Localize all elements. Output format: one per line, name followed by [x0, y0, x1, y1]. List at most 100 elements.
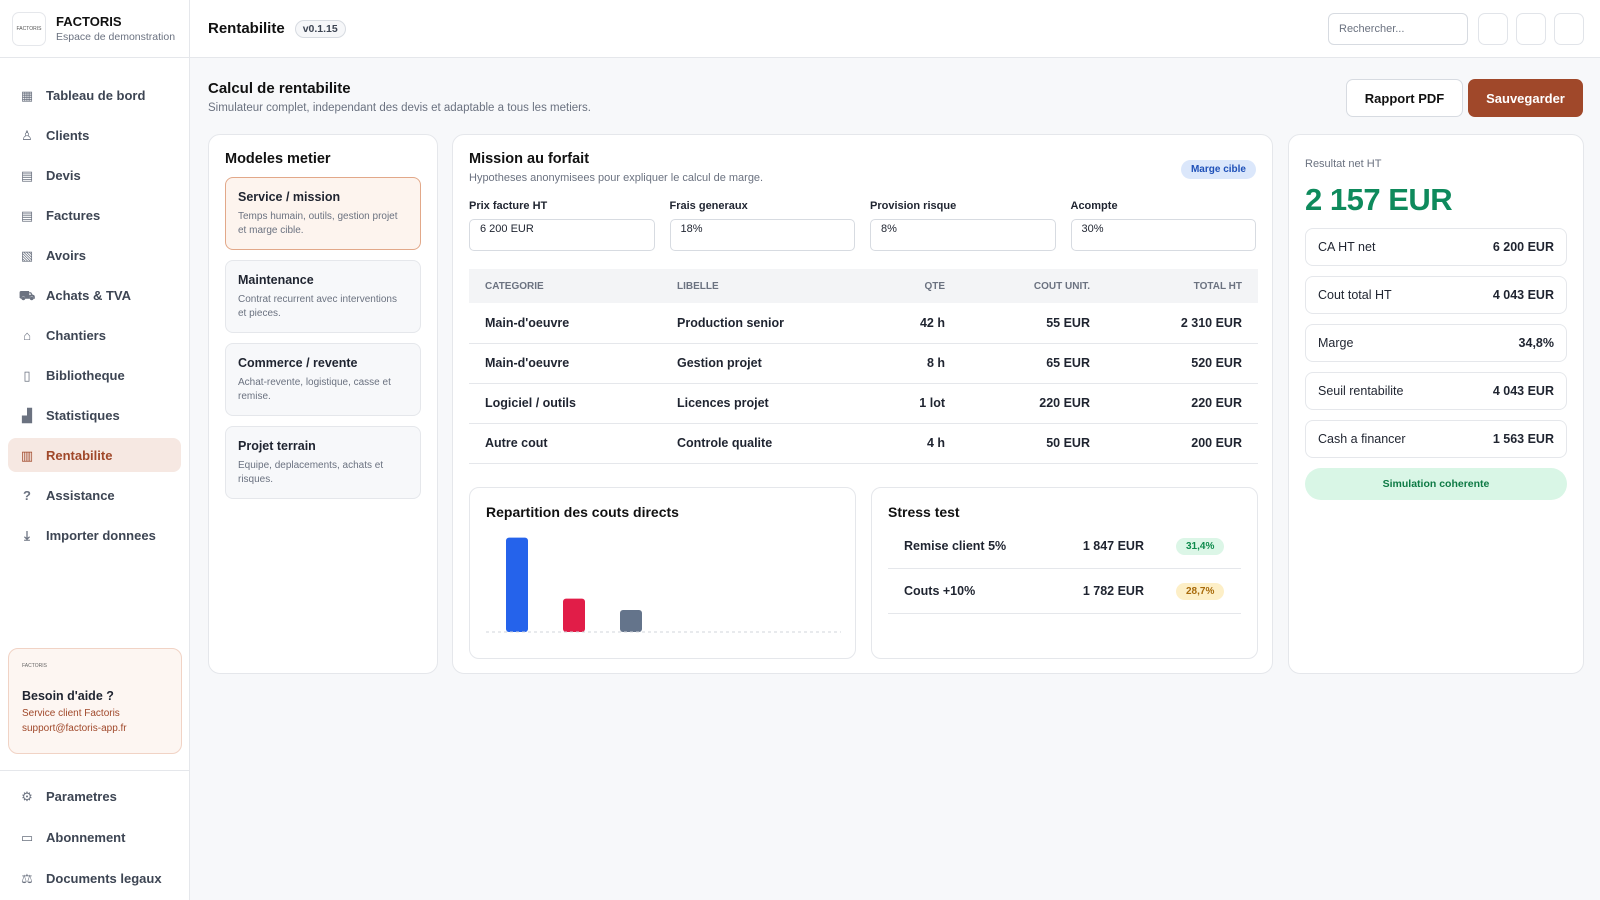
sidebar-item-label: Statistiques	[46, 407, 120, 423]
table-row[interactable]: Logiciel / outils Licences projet 1 lot …	[469, 383, 1258, 424]
cell-libelle: Controle qualite	[661, 423, 861, 464]
sidebar-item-abonnement[interactable]: ▭ Abonnement	[8, 820, 182, 854]
page-name: Rentabilite	[208, 20, 285, 37]
stress-title: Stress test	[888, 504, 960, 520]
field-provision-risque: Provision risque 8%	[870, 200, 1056, 251]
sidebar-item-documents-legaux[interactable]: ⚖ Documents legaux	[8, 861, 182, 895]
cell-categorie: Main-d'oeuvre	[469, 343, 661, 384]
cell-libelle: Licences projet	[661, 383, 861, 424]
model-service-mission[interactable]: Service / mission Temps humain, outils, …	[225, 177, 421, 250]
simulation-status-badge: Simulation coherente	[1305, 468, 1567, 500]
sidebar-item-label: Assistance	[46, 487, 115, 503]
sidebar-item-assistance[interactable]: ? Assistance	[8, 478, 181, 512]
mission-subtitle: Hypotheses anonymisees pour expliquer le…	[469, 172, 764, 184]
cell-total-ht: 2 310 EUR	[1106, 303, 1258, 344]
kpi-cout-total: Cout total HT 4 043 EUR	[1305, 276, 1567, 314]
field-frais-generaux: Frais generaux 18%	[669, 200, 855, 251]
chart-icon: ▟	[22, 407, 32, 423]
prix-facture-input[interactable]: 6 200 EUR	[469, 219, 655, 251]
result-card: Resultat net HT 2 157 EUR CA HT net 6 200…	[1288, 134, 1584, 674]
topbar-button-1[interactable]	[1478, 13, 1508, 45]
version-badge: v0.1.15	[294, 19, 346, 38]
stress-test-card: Stress test Remise client 5% 1 847 EUR 3…	[871, 487, 1258, 659]
model-commerce-revente[interactable]: Commerce / revente Achat-revente, logist…	[225, 343, 421, 416]
sidebar-item-label: Bibliotheque	[46, 367, 125, 383]
sidebar-item-statistiques[interactable]: ▟ Statistiques	[8, 398, 181, 432]
field-prix-facture: Prix facture HT 6 200 EUR	[469, 200, 655, 251]
models-title: Modeles metier	[225, 151, 331, 167]
sidebar-item-label: Abonnement	[46, 829, 126, 845]
model-projet-terrain[interactable]: Projet terrain Equipe, deplacements, ach…	[225, 426, 421, 499]
sidebar-item-factures[interactable]: ▤ Factures	[8, 198, 181, 232]
table-row[interactable]: Main-d'oeuvre Production senior 42 h 55 …	[469, 303, 1258, 344]
col-categorie: CATEGORIE	[469, 269, 661, 303]
help-card[interactable]: FACTORIS Besoin d'aide ? Service client …	[8, 648, 182, 754]
sidebar-item-devis[interactable]: ▤ Devis	[8, 158, 181, 192]
table-row[interactable]: Main-d'oeuvre Gestion projet 8 h 65 EUR …	[469, 343, 1258, 384]
help-email-link[interactable]: support@factoris-app.fr	[22, 723, 127, 734]
model-desc: Temps humain, outils, gestion projet et …	[238, 211, 398, 236]
sidebar-item-importer[interactable]: ⤓ Importer donnees	[8, 518, 181, 552]
sidebar-nav: ▦ Tableau de bord ♙ Clients ▤ Devis ▤ Factur…	[0, 58, 189, 552]
sidebar-item-label: Rentabilite	[46, 447, 113, 463]
chart-bar	[563, 598, 585, 632]
stress-row: Remise client 5% 1 847 EUR 31,4%	[888, 524, 1241, 569]
calculator-icon: ▥	[20, 447, 34, 463]
kpi-value: 6 200 EUR	[1492, 240, 1554, 254]
target-margin-badge: Marge cible	[1180, 160, 1256, 179]
table-header-row: CATEGORIE LIBELLE QTE COUT UNIT. TOTAL H…	[469, 269, 1258, 303]
topbar-button-3[interactable]	[1554, 13, 1584, 45]
kpi-cash-a-financer: Cash a financer 1 563 EUR	[1305, 420, 1567, 458]
pdf-report-button[interactable]: Rapport PDF	[1346, 79, 1463, 117]
sidebar-item-label: Devis	[46, 167, 81, 183]
chart-title: Repartition des couts directs	[486, 504, 679, 520]
sidebar-item-avoirs[interactable]: ▧ Avoirs	[8, 238, 181, 272]
users-icon: ♙	[21, 127, 33, 143]
sidebar-item-label: Factures	[46, 207, 101, 223]
frais-generaux-input[interactable]: 18%	[669, 219, 855, 251]
topbar: Rentabilite v0.1.15	[190, 0, 1600, 58]
help-icon: ?	[23, 487, 31, 503]
sidebar-item-chantiers[interactable]: ⌂ Chantiers	[8, 318, 181, 352]
col-qte: QTE	[861, 269, 961, 303]
stress-pct-badge: 31,4%	[1176, 537, 1225, 555]
sidebar-item-dashboard[interactable]: ▦ Tableau de bord	[8, 78, 181, 112]
save-button[interactable]: Sauvegarder	[1468, 79, 1583, 117]
cell-qte: 8 h	[861, 343, 961, 384]
cell-qte: 1 lot	[861, 383, 961, 424]
mission-title: Mission au forfait	[469, 151, 590, 167]
scale-icon: ⚖	[21, 870, 33, 886]
sidebar-item-clients[interactable]: ♙ Clients	[8, 118, 181, 152]
result-label: Resultat net HT	[1305, 158, 1382, 170]
model-maintenance[interactable]: Maintenance Contrat recurrent avec inter…	[225, 260, 421, 333]
sidebar-item-parametres[interactable]: ⚙ Parametres	[8, 779, 182, 813]
building-icon: ⌂	[23, 327, 31, 343]
kpi-ca-ht-net: CA HT net 6 200 EUR	[1305, 228, 1567, 266]
model-title: Projet terrain	[238, 439, 316, 453]
field-acompte: Acompte 30%	[1070, 200, 1256, 251]
sidebar-item-label: Achats & TVA	[46, 287, 131, 303]
card-icon: ▭	[20, 829, 34, 845]
credit-note-icon: ▧	[20, 247, 34, 263]
sidebar-item-label: Chantiers	[46, 327, 106, 343]
table-row[interactable]: Autre cout Controle qualite 4 h 50 EUR 2…	[469, 423, 1258, 464]
sidebar-item-label: Avoirs	[46, 247, 86, 263]
acompte-input[interactable]: 30%	[1070, 219, 1256, 251]
provision-risque-input[interactable]: 8%	[870, 219, 1056, 251]
cell-categorie: Autre cout	[469, 423, 661, 464]
page-title: Calcul de rentabilite	[208, 80, 351, 97]
search-input[interactable]	[1328, 13, 1468, 45]
brand[interactable]: FACTORIS FACTORIS Espace de demonstratio…	[0, 0, 189, 58]
sidebar-item-rentabilite[interactable]: ▥ Rentabilite	[8, 438, 181, 472]
cell-total-ht: 220 EUR	[1106, 383, 1258, 424]
help-title: Besoin d'aide ?	[22, 689, 114, 703]
brand-name: FACTORIS	[56, 14, 122, 29]
topbar-button-2[interactable]	[1516, 13, 1546, 45]
stress-label: Couts +10%	[904, 584, 976, 598]
kpi-label: Cash a financer	[1318, 432, 1406, 446]
sidebar-item-bibliotheque[interactable]: ▯ Bibliotheque	[8, 358, 181, 392]
stress-label: Remise client 5%	[904, 539, 1007, 553]
sidebar-item-achats[interactable]: ⛟ Achats & TVA	[8, 278, 181, 312]
invoice-icon: ▤	[20, 207, 34, 223]
stress-pct-badge: 28,7%	[1176, 582, 1225, 600]
